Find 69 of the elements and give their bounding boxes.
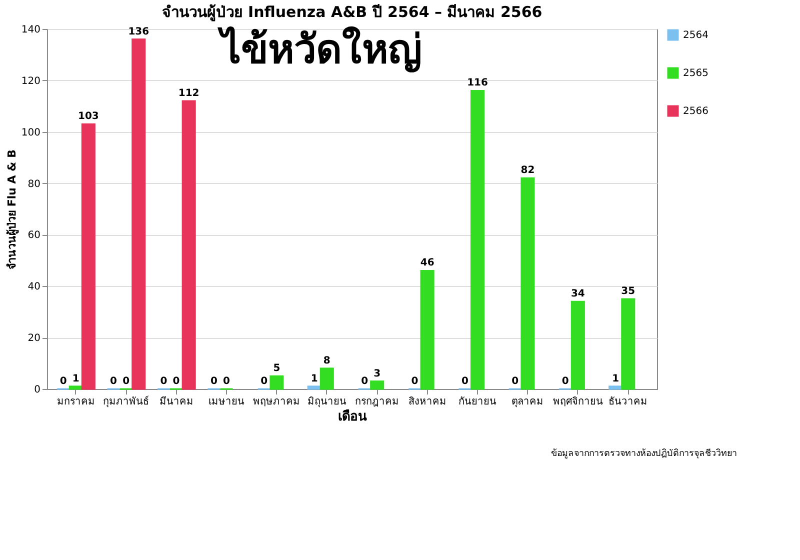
y-tick-label: 80 bbox=[28, 178, 40, 190]
bar bbox=[570, 300, 585, 390]
y-tick-label: 0 bbox=[34, 384, 40, 396]
bar bbox=[132, 38, 146, 390]
data-label: 0 bbox=[122, 376, 130, 387]
data-label: 5 bbox=[273, 363, 280, 374]
data-label: 0 bbox=[512, 376, 519, 387]
bar bbox=[320, 368, 334, 390]
x-axis-title: เดือน bbox=[338, 408, 367, 424]
legend-label: 2566 bbox=[683, 106, 708, 117]
x-tick-label: พฤษภาคม bbox=[253, 396, 300, 408]
x-tick-label: กรกฎาคม bbox=[355, 396, 400, 408]
y-tick-label: 140 bbox=[21, 24, 40, 36]
bar bbox=[420, 270, 434, 390]
bar bbox=[182, 100, 196, 390]
data-label: 1 bbox=[612, 373, 620, 384]
data-label: 0 bbox=[160, 376, 168, 387]
data-label: 35 bbox=[621, 286, 636, 297]
y-tick-label: 120 bbox=[21, 76, 40, 87]
x-tick-label: ธันวาคม bbox=[608, 396, 648, 408]
data-label: 0 bbox=[172, 376, 180, 387]
y-tick-label: 60 bbox=[28, 230, 40, 242]
data-label: 103 bbox=[78, 111, 99, 122]
x-tick-label: สิงหาคม bbox=[408, 396, 446, 408]
data-label: 0 bbox=[260, 376, 268, 387]
x-tick-label: กุมภาพันธ์ bbox=[103, 396, 150, 408]
legend-label: 2565 bbox=[683, 68, 708, 79]
y-tick-label: 40 bbox=[28, 282, 40, 293]
data-label: 34 bbox=[570, 288, 585, 300]
bar bbox=[621, 298, 636, 390]
data-label: 0 bbox=[223, 376, 230, 387]
x-tick-label: มิถุนายน bbox=[307, 396, 346, 408]
data-label: 0 bbox=[361, 376, 368, 387]
y-tick-label: 20 bbox=[28, 333, 40, 344]
x-tick-label: เมษายน bbox=[208, 396, 244, 408]
data-label: 0 bbox=[411, 376, 418, 387]
x-tick-label: กันยายน bbox=[458, 396, 497, 408]
legend-label: 2564 bbox=[683, 30, 708, 41]
data-label: 1 bbox=[310, 373, 318, 384]
bar bbox=[68, 386, 83, 390]
data-label: 1 bbox=[72, 373, 80, 384]
data-label: 112 bbox=[178, 88, 200, 99]
data-label: 46 bbox=[420, 258, 434, 269]
bar bbox=[470, 90, 485, 390]
bar bbox=[307, 386, 322, 390]
bar bbox=[270, 375, 284, 390]
x-tick-label: มีนาคม bbox=[159, 396, 194, 408]
data-label: 136 bbox=[128, 26, 150, 38]
data-label: 82 bbox=[520, 165, 535, 176]
x-tick-label: พฤศจิกายน bbox=[552, 396, 603, 408]
chart-title: จำนวนผู้ป่วย Influenza A&B ปี 2564 – มีนาคม 2566 bbox=[162, 3, 542, 22]
data-label: 0 bbox=[562, 376, 569, 387]
data-label: 0 bbox=[110, 376, 118, 387]
data-label: 0 bbox=[461, 376, 468, 387]
text: ข้อมูลจากการตรวจทางห้องปฏิบัติการจุลชีววิทยา bbox=[551, 448, 737, 459]
annotation: ไข้หวัดใหญ่ bbox=[217, 26, 422, 73]
bar bbox=[81, 123, 96, 390]
bar bbox=[608, 386, 623, 390]
data-label: 8 bbox=[323, 355, 330, 366]
data-label: 0 bbox=[60, 376, 67, 387]
bar bbox=[370, 380, 384, 390]
y-tick-label: 100 bbox=[21, 127, 40, 138]
data-label: 3 bbox=[374, 368, 381, 380]
y-axis-title: จำนวนผู้ป่วย Flu A & B bbox=[5, 150, 20, 270]
data-label: 0 bbox=[210, 376, 218, 387]
data-label: 116 bbox=[467, 78, 488, 89]
x-tick-label: ตุลาคม bbox=[512, 396, 544, 408]
bar bbox=[520, 177, 535, 390]
x-tick-label: มกราคม bbox=[56, 396, 95, 408]
